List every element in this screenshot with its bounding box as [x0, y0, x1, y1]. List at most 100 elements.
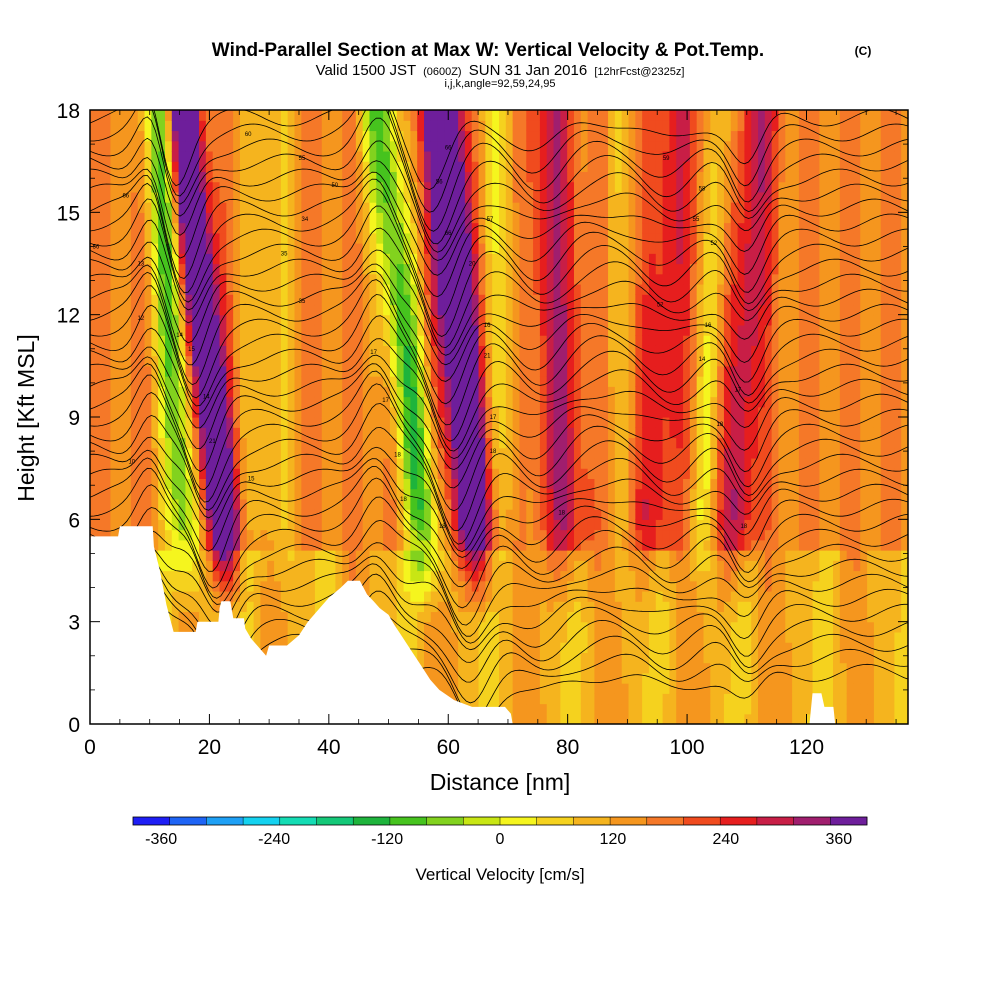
- velocity-cell: [526, 468, 534, 479]
- velocity-cell: [430, 642, 439, 653]
- velocity-cell: [451, 396, 459, 408]
- velocity-cell: [519, 703, 527, 715]
- velocity-cell: [103, 120, 112, 132]
- velocity-cell: [505, 539, 514, 551]
- velocity-cell: [499, 621, 507, 633]
- velocity-cell: [314, 478, 323, 490]
- velocity-cell: [355, 488, 364, 500]
- velocity-cell: [553, 478, 561, 490]
- velocity-cell: [335, 263, 343, 275]
- velocity-cell: [233, 529, 241, 541]
- velocity-cell: [526, 263, 534, 275]
- velocity-cell: [233, 171, 241, 183]
- velocity-cell: [130, 181, 139, 193]
- velocity-cell: [444, 283, 452, 295]
- velocity-cell: [287, 263, 296, 275]
- velocity-cell: [355, 140, 364, 152]
- velocity-cell: [478, 672, 486, 684]
- velocity-cell: [192, 253, 200, 265]
- velocity-cell: [342, 488, 350, 500]
- velocity-cell: [267, 212, 275, 224]
- velocity-cell: [253, 253, 262, 265]
- velocity-cell: [274, 478, 282, 490]
- velocity-cell: [226, 478, 234, 490]
- velocity-cell: [246, 253, 255, 265]
- velocity-cell: [301, 161, 309, 172]
- velocity-cell: [499, 406, 507, 418]
- velocity-cell: [533, 406, 541, 418]
- velocity-cell: [137, 130, 146, 142]
- velocity-cell: [594, 365, 602, 377]
- velocity-cell: [396, 580, 405, 592]
- velocity-cell: [464, 601, 473, 613]
- velocity-cell: [117, 273, 125, 285]
- velocity-cell: [171, 468, 180, 479]
- velocity-cell: [499, 437, 507, 449]
- velocity-cell: [226, 263, 234, 275]
- velocity-cell: [342, 447, 350, 459]
- velocity-cell: [226, 273, 234, 285]
- velocity-cell: [560, 406, 568, 418]
- velocity-cell: [301, 550, 309, 561]
- velocity-cell: [137, 243, 146, 254]
- velocity-cell: [601, 539, 609, 551]
- velocity-cell: [260, 345, 268, 357]
- velocity-cell: [526, 253, 534, 265]
- velocity-cell: [274, 335, 282, 346]
- velocity-cell: [274, 447, 282, 459]
- velocity-cell: [553, 601, 561, 613]
- velocity-cell: [239, 130, 248, 142]
- velocity-cell: [314, 314, 323, 326]
- velocity-cell: [621, 253, 630, 265]
- velocity-cell: [103, 468, 112, 479]
- velocity-cell: [458, 110, 466, 121]
- velocity-cell: [587, 396, 596, 408]
- velocity-cell: [553, 570, 561, 582]
- velocity-cell: [526, 324, 534, 336]
- velocity-cell: [321, 171, 330, 183]
- velocity-cell: [144, 406, 152, 418]
- velocity-cell: [274, 386, 282, 398]
- velocity-cell: [458, 191, 466, 203]
- velocity-cell: [308, 539, 316, 551]
- velocity-cell: [192, 345, 200, 357]
- velocity-cell: [301, 273, 309, 285]
- velocity-cell: [614, 560, 623, 572]
- velocity-cell: [212, 314, 221, 326]
- velocity-cell: [478, 365, 486, 377]
- velocity-cell: [567, 212, 575, 224]
- velocity-cell: [492, 365, 500, 377]
- velocity-cell: [471, 601, 480, 613]
- velocity-cell: [546, 683, 555, 694]
- velocity-cell: [403, 253, 411, 265]
- velocity-cell: [546, 498, 555, 510]
- velocity-cell: [355, 283, 364, 295]
- velocity-cell: [417, 191, 425, 203]
- velocity-cell: [417, 335, 425, 346]
- velocity-cell: [96, 253, 105, 265]
- velocity-cell: [485, 580, 493, 592]
- velocity-cell: [233, 130, 241, 142]
- velocity-cell: [601, 324, 609, 336]
- velocity-cell: [492, 488, 500, 500]
- velocity-cell: [260, 519, 268, 531]
- velocity-cell: [539, 212, 548, 224]
- velocity-cell: [444, 335, 452, 346]
- velocity-cell: [492, 294, 500, 306]
- velocity-cell: [328, 150, 336, 162]
- velocity-cell: [192, 396, 200, 408]
- velocity-cell: [205, 161, 214, 172]
- velocity-cell: [655, 672, 664, 684]
- velocity-cell: [642, 560, 650, 572]
- velocity-cell: [492, 386, 500, 398]
- subtitle-indices: i,j,k,angle=92,59,24,95: [444, 78, 555, 90]
- velocity-cell: [430, 243, 439, 254]
- velocity-cell: [246, 488, 255, 500]
- velocity-cell: [642, 232, 650, 244]
- velocity-cell: [478, 590, 486, 602]
- velocity-cell: [573, 335, 582, 346]
- velocity-cell: [464, 447, 473, 459]
- velocity-cell: [410, 324, 418, 336]
- velocity-cell: [294, 386, 302, 398]
- velocity-cell: [342, 376, 350, 387]
